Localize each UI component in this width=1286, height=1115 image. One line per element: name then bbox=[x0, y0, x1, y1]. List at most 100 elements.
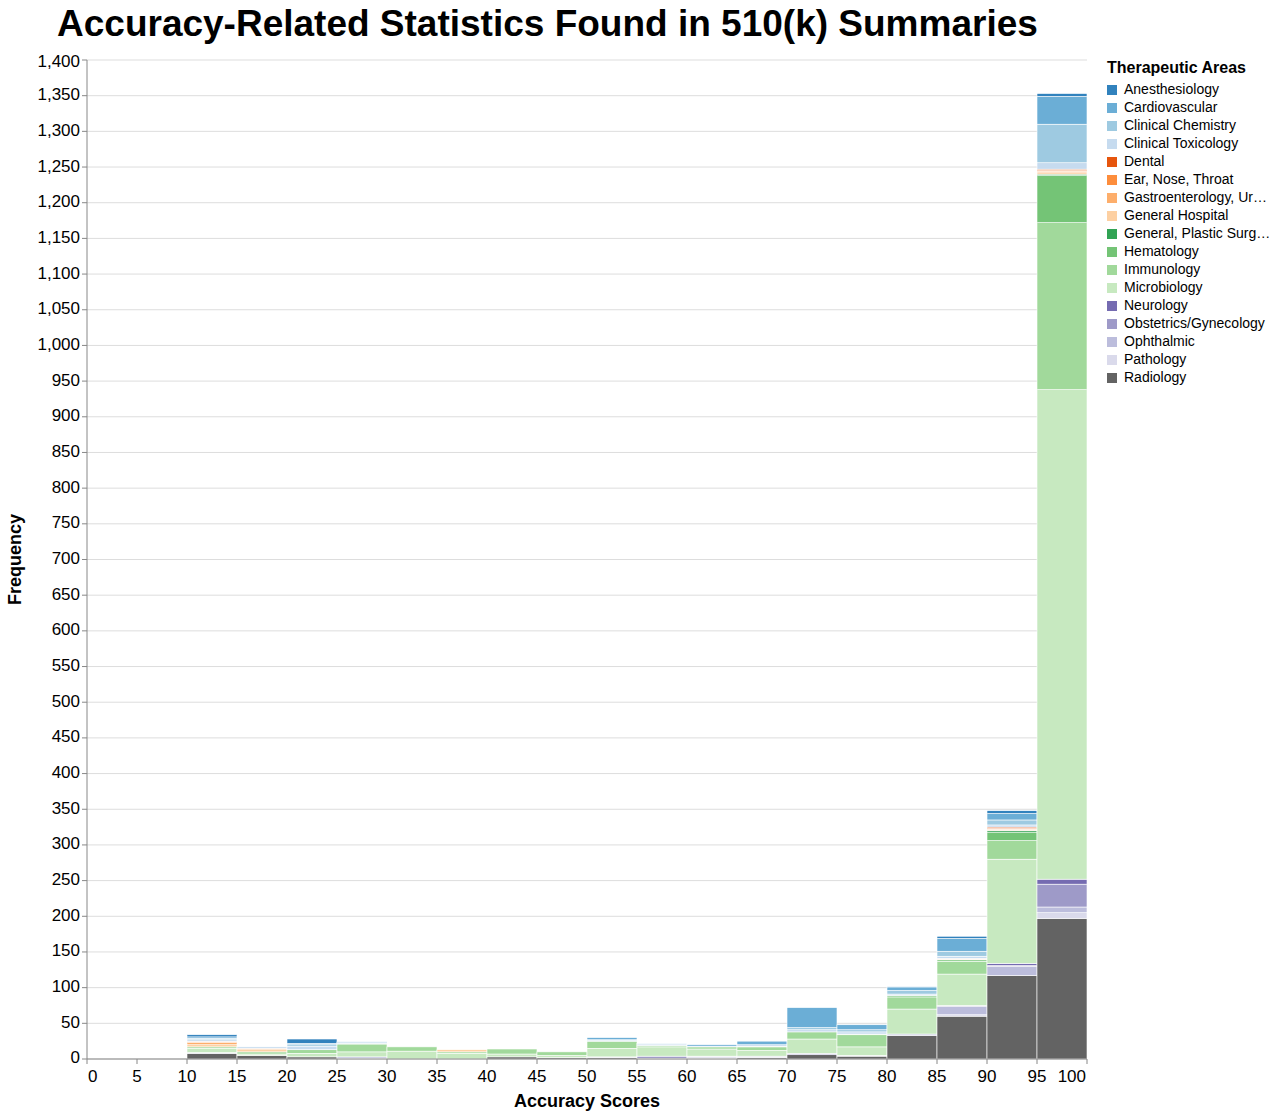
bar-segment bbox=[987, 820, 1037, 825]
legend-label: Gastroenterology, Ur… bbox=[1124, 189, 1267, 205]
y-tick bbox=[82, 916, 87, 917]
bar-segment bbox=[587, 1038, 637, 1040]
y-tick-label: 450 bbox=[52, 727, 80, 746]
bar-segment bbox=[587, 1041, 637, 1042]
bar-segment bbox=[987, 859, 1037, 963]
bar-segment bbox=[187, 1045, 237, 1047]
x-tick bbox=[787, 1059, 788, 1064]
bar-segment bbox=[537, 1051, 587, 1052]
y-tick bbox=[82, 1023, 87, 1024]
x-tick-label: 70 bbox=[778, 1067, 797, 1086]
y-tick-label: 750 bbox=[52, 513, 80, 532]
bar-segment bbox=[887, 1035, 937, 1036]
x-tick bbox=[287, 1059, 288, 1064]
y-tick bbox=[82, 167, 87, 168]
bar-segment bbox=[587, 1040, 637, 1042]
y-tick-label: 1,300 bbox=[37, 121, 80, 140]
grid-line bbox=[87, 702, 1087, 703]
bar-segment bbox=[837, 1025, 887, 1030]
bar-segment bbox=[937, 938, 987, 951]
x-tick-label: 80 bbox=[878, 1067, 897, 1086]
bar-segment bbox=[387, 1046, 437, 1047]
legend-swatch bbox=[1107, 373, 1117, 383]
bar-segment bbox=[737, 1041, 787, 1045]
x-tick bbox=[137, 1059, 138, 1064]
bar-segment bbox=[437, 1049, 487, 1050]
bar-segment bbox=[487, 1049, 537, 1050]
bar-segment bbox=[287, 1050, 337, 1054]
x-tick-label: 85 bbox=[928, 1067, 947, 1086]
x-tick-label: 10 bbox=[178, 1067, 197, 1086]
x-tick bbox=[437, 1059, 438, 1064]
bar-segment bbox=[287, 1053, 337, 1057]
bar-segment bbox=[737, 1046, 787, 1047]
bar-segment bbox=[337, 1044, 387, 1045]
bar-segment bbox=[787, 1039, 837, 1053]
bar-segment bbox=[1037, 171, 1087, 172]
legend-label: Ear, Nose, Throat bbox=[1124, 171, 1234, 187]
x-tick-label: 0 bbox=[88, 1067, 97, 1086]
bar-segment bbox=[687, 1046, 737, 1047]
legend-swatch bbox=[1107, 211, 1117, 221]
x-tick bbox=[337, 1059, 338, 1064]
y-tick-label: 100 bbox=[52, 977, 80, 996]
bar-segment bbox=[237, 1046, 287, 1047]
bar-segment bbox=[487, 1049, 537, 1050]
bar-segment bbox=[687, 1047, 737, 1049]
bar-segment bbox=[737, 1046, 787, 1047]
x-tick-label: 35 bbox=[428, 1067, 447, 1086]
y-tick bbox=[82, 202, 87, 203]
grid-line bbox=[87, 523, 1087, 524]
bar-segment bbox=[687, 1046, 737, 1047]
legend-swatch bbox=[1107, 175, 1117, 185]
bar-segment bbox=[587, 1041, 637, 1048]
bar-segment bbox=[637, 1045, 687, 1046]
legend-label: Radiology bbox=[1124, 369, 1186, 385]
grid-line bbox=[87, 880, 1087, 881]
bar-segment bbox=[887, 1035, 937, 1059]
bar-segment bbox=[887, 997, 937, 1009]
bar-segment bbox=[337, 1044, 387, 1052]
bar-segment bbox=[387, 1046, 437, 1047]
bar-segment bbox=[787, 1028, 837, 1030]
bar-segment bbox=[387, 1047, 437, 1051]
x-tick bbox=[387, 1059, 388, 1064]
grid-line bbox=[87, 345, 1087, 346]
x-tick-label: 40 bbox=[478, 1067, 497, 1086]
legend-swatch bbox=[1107, 265, 1117, 275]
grid-line bbox=[87, 630, 1087, 631]
y-tick bbox=[82, 987, 87, 988]
y-tick bbox=[82, 238, 87, 239]
bar-segment bbox=[237, 1046, 287, 1047]
bar-segment bbox=[187, 1041, 237, 1043]
y-tick-label: 350 bbox=[52, 799, 80, 818]
x-tick bbox=[187, 1059, 188, 1064]
y-tick-label: 50 bbox=[61, 1013, 80, 1032]
legend-label: Microbiology bbox=[1124, 279, 1203, 295]
chart: 0501001502002503003504004505005506006507… bbox=[0, 0, 1286, 1115]
bar-segment bbox=[737, 1041, 787, 1042]
bars bbox=[187, 94, 1087, 1059]
legend-label: Obstetrics/Gynecology bbox=[1124, 315, 1265, 331]
bar-segment bbox=[537, 1051, 587, 1052]
y-tick bbox=[82, 131, 87, 132]
bar-segment bbox=[1037, 163, 1087, 169]
grid-line bbox=[87, 202, 1087, 203]
bar-segment bbox=[487, 1049, 537, 1050]
x-tick-label: 60 bbox=[678, 1067, 697, 1086]
bar-segment bbox=[237, 1050, 287, 1052]
x-tick bbox=[1037, 1059, 1038, 1064]
y-tick bbox=[82, 702, 87, 703]
bar-segment bbox=[537, 1051, 587, 1052]
y-tick-label: 1,200 bbox=[37, 192, 80, 211]
bar-segment bbox=[987, 829, 1037, 831]
bar-segment bbox=[887, 995, 937, 996]
y-tick bbox=[82, 630, 87, 631]
grid-line bbox=[87, 274, 1087, 275]
bar-segment bbox=[687, 1049, 737, 1056]
bar-segment bbox=[337, 1044, 387, 1045]
bar-segment bbox=[837, 1030, 887, 1032]
x-tick bbox=[637, 1059, 638, 1064]
bar-segment bbox=[237, 1048, 287, 1049]
bar-segment bbox=[937, 961, 987, 974]
